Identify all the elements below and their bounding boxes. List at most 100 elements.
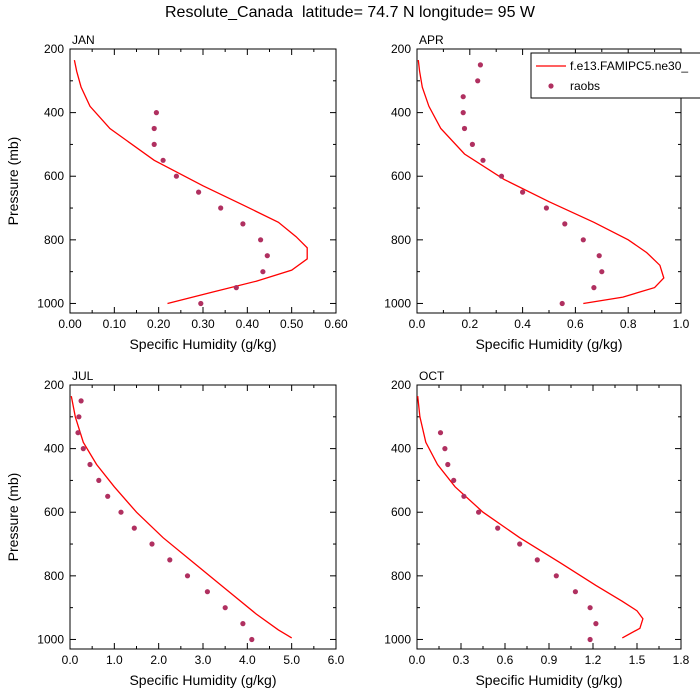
obs-point — [475, 78, 481, 84]
obs-point — [184, 573, 191, 579]
obs-point — [543, 205, 550, 211]
y-tick-label: 600 — [391, 505, 411, 519]
obs-point — [445, 461, 451, 468]
x-axis-title: Specific Humidity (g/kg) — [475, 336, 622, 352]
obs-point — [437, 430, 444, 436]
x-tick-label: 1.0 — [673, 317, 690, 331]
x-tick-label: 0.60 — [324, 317, 348, 331]
y-tick-label: 400 — [44, 106, 64, 120]
obs-point — [495, 525, 501, 531]
x-tick-label: 2.0 — [150, 653, 167, 667]
model-line — [417, 60, 665, 305]
legend-box — [530, 52, 700, 99]
obs-point — [480, 157, 486, 163]
obs-point — [153, 110, 159, 116]
panel-jan: 0.00 0.10 0.20 0.30 0.40 0.50 0.60 200 400 600 800… — [5, 33, 348, 352]
legend: f.e13.FAMIPC5.ne30_raobs — [530, 52, 700, 99]
x-tick-label: 1.2 — [585, 653, 602, 667]
x-tick-label: 0.10 — [103, 317, 127, 331]
obs-point — [240, 221, 246, 227]
y-axis-title: Pressure (mb) — [5, 137, 21, 226]
panel-label: JUL — [72, 369, 94, 383]
plot-frame — [69, 48, 337, 314]
obs-point — [151, 141, 157, 147]
panel-label: JAN — [72, 33, 95, 47]
obs-point — [260, 269, 266, 275]
x-tick-label: 0.00 — [58, 317, 82, 331]
y-tick-label: 800 — [44, 569, 64, 583]
obs-point — [460, 110, 466, 116]
obs-point — [596, 253, 602, 259]
obs-point — [78, 398, 84, 404]
obs-point — [562, 221, 568, 227]
x-tick-label: 0.9 — [541, 653, 558, 667]
x-tick-label: 0.6 — [567, 317, 584, 331]
y-tick-label: 1000 — [37, 632, 64, 646]
obs-point — [553, 573, 559, 579]
legend-model-label: f.e13.FAMIPC5.ne30_ — [570, 59, 688, 73]
panel-jul: 0.0 1.0 2.0 3.0 4.0 5.0 6.0 200 400 600 800 1000 JUL… — [5, 369, 345, 688]
obs-point — [233, 285, 239, 291]
obs-point — [572, 589, 579, 595]
panel-label: OCT — [419, 369, 445, 383]
obs-point — [517, 541, 523, 547]
obs-point — [469, 141, 475, 147]
obs-point — [580, 237, 586, 243]
panel-label: APR — [419, 33, 444, 47]
obs-point — [75, 430, 81, 436]
y-tick-label: 200 — [391, 378, 411, 392]
x-tick-label: 0.20 — [147, 317, 171, 331]
obs-point — [498, 173, 505, 179]
y-tick-label: 600 — [391, 169, 411, 183]
x-axis-title: Specific Humidity (g/kg) — [129, 672, 276, 688]
y-tick-label: 400 — [44, 442, 64, 456]
plot-frame — [416, 384, 682, 650]
obs-point — [587, 605, 593, 611]
y-tick-label: 400 — [391, 442, 411, 456]
obs-point — [149, 541, 155, 547]
y-tick-label: 1000 — [384, 632, 411, 646]
x-tick-label: 0.40 — [236, 317, 260, 331]
x-tick-label: 1.0 — [106, 653, 123, 667]
obs-point — [593, 621, 599, 627]
plot-frame — [69, 384, 337, 650]
x-tick-label: 3.0 — [195, 653, 212, 667]
x-tick-label: 0.0 — [409, 317, 426, 331]
x-tick-label: 0.0 — [409, 653, 426, 667]
obs-point — [442, 446, 448, 452]
obs-point — [204, 589, 210, 595]
obs-point — [96, 477, 102, 483]
obs-point — [76, 414, 82, 420]
obs-point — [131, 525, 137, 531]
obs-point — [520, 189, 526, 195]
y-tick-label: 800 — [44, 233, 64, 247]
x-tick-label: 0.3 — [453, 653, 470, 667]
obs-point — [160, 157, 166, 163]
y-tick-label: 600 — [44, 505, 64, 519]
obs-point — [461, 493, 467, 499]
obs-point — [240, 621, 246, 627]
x-tick-label: 0.8 — [620, 317, 637, 331]
x-tick-label: 5.0 — [283, 653, 300, 667]
obs-point — [534, 557, 540, 563]
obs-point — [599, 269, 605, 275]
x-tick-label: 0.6 — [497, 653, 514, 667]
x-axis-title: Specific Humidity (g/kg) — [129, 336, 276, 352]
obs-point — [196, 189, 202, 195]
panel-apr: 0.0 0.2 0.4 0.6 0.8 1.0 200 400 600 800 1000 APR Spe… — [384, 33, 689, 352]
obs-point — [222, 605, 228, 611]
x-tick-label: 0.0 — [62, 653, 79, 667]
x-tick-label: 0.2 — [461, 317, 478, 331]
model-line — [70, 395, 293, 639]
panel-oct: 0.0 0.3 0.6 0.9 1.2 1.5 1.8 200 400 600 800 1000 OCT… — [384, 369, 689, 688]
chart-title: Resolute_Canada latitude= 74.7 N longitu… — [164, 4, 536, 21]
obs-point — [80, 446, 86, 452]
obs-point — [198, 300, 204, 307]
model-line — [73, 59, 308, 305]
y-tick-label: 400 — [391, 106, 411, 120]
y-tick-label: 200 — [391, 42, 411, 56]
legend-obs-swatch — [548, 83, 554, 89]
obs-point — [249, 636, 255, 643]
obs-point — [461, 125, 468, 132]
